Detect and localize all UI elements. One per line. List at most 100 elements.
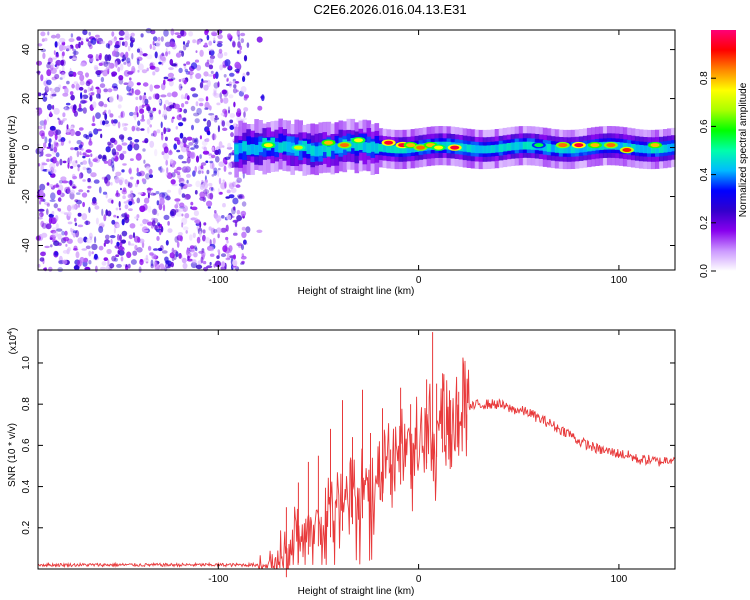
noise-cell (199, 82, 204, 89)
noise-cell (136, 172, 142, 177)
noise-cell (157, 247, 163, 252)
noise-cell (186, 95, 190, 101)
noise-cell (174, 32, 181, 35)
noise-cell (88, 133, 93, 138)
spectrogram-axes: -100 0 100 -40 -20 0 20 40 (21, 30, 675, 286)
snr-multiplier-exp: 4 (7, 331, 14, 335)
noise-cell (123, 201, 129, 204)
noise-cell (165, 240, 169, 246)
hot-spot (606, 143, 616, 148)
noise-cell (157, 222, 161, 227)
noise-cell (109, 235, 116, 239)
noise-cell (184, 68, 188, 73)
noise-cell (209, 246, 215, 252)
noise-cell (115, 207, 119, 211)
noise-cell (107, 159, 113, 167)
band-cell (558, 145, 564, 154)
noise-cell (99, 83, 106, 88)
noise-cell (180, 78, 186, 81)
noise-cell (85, 245, 91, 250)
noise-cell (176, 34, 182, 39)
noise-cell (226, 240, 229, 244)
noise-cell (131, 125, 136, 132)
noise-cell (149, 114, 154, 121)
noise-cell (113, 227, 116, 234)
noise-cell (121, 58, 125, 62)
noise-cell (166, 167, 169, 174)
noise-cell (72, 185, 77, 189)
noise-cell (222, 179, 225, 183)
noise-cell (103, 61, 109, 67)
noise-cell (125, 51, 129, 58)
noise-cell (176, 166, 182, 171)
noise-cell (188, 31, 194, 37)
noise-cell (54, 86, 61, 93)
noise-cell (199, 154, 202, 159)
snr-multiplier: (x104) (7, 328, 19, 355)
noise-cell (228, 65, 232, 70)
noise-cell (103, 88, 108, 93)
noise-cell (199, 221, 202, 228)
noise-cell (195, 155, 200, 163)
spectrogram-y-tick-label: 20 (21, 93, 32, 105)
noise-cell (209, 192, 214, 200)
noise-cell (50, 217, 57, 225)
noise-cell (115, 60, 118, 68)
noise-cell (111, 71, 118, 77)
band-cell (522, 141, 528, 150)
noise-cell (213, 167, 218, 174)
noise-cell (87, 178, 91, 183)
noise-cell (67, 157, 70, 165)
noise-cell (241, 244, 244, 251)
noise-cell (181, 217, 188, 225)
noise-cell (158, 99, 162, 104)
noise-cell (39, 130, 45, 137)
noise-cell (98, 70, 104, 73)
noise-cell (154, 51, 158, 59)
noise-cell (148, 96, 152, 100)
noise-cell (123, 264, 126, 267)
noise-cell (154, 93, 160, 100)
noise-cell (207, 48, 215, 52)
noise-cell (233, 84, 237, 89)
noise-cell (103, 242, 106, 247)
noise-cell (49, 111, 52, 116)
noise-cell (73, 264, 80, 271)
noise-cell (218, 48, 223, 54)
noise-cell (70, 227, 73, 233)
noise-cell (82, 152, 87, 156)
noise-cell (211, 133, 217, 141)
noise-cell (55, 33, 61, 39)
noise-cell (121, 218, 125, 226)
noise-cell (171, 172, 176, 178)
noise-cell (197, 260, 202, 266)
band-cell (542, 143, 548, 152)
noise-cell (57, 197, 62, 202)
noise-cell (65, 102, 71, 106)
noise-cell (117, 234, 120, 241)
noise-cell (123, 82, 129, 85)
band-cell (663, 144, 668, 153)
noise-cell (105, 43, 110, 49)
noise-cell (206, 200, 213, 207)
noise-cell (65, 243, 68, 247)
noise-cell (175, 212, 182, 217)
noise-cell (161, 55, 167, 64)
noise-cell (143, 95, 146, 99)
noise-cell (246, 71, 250, 76)
noise-cell (83, 133, 88, 138)
noise-cell (110, 161, 115, 168)
noise-cell (169, 158, 174, 164)
noise-cell (207, 131, 211, 136)
noise-cell (44, 86, 49, 93)
noise-cell (107, 211, 110, 215)
noise-cell (176, 137, 181, 141)
noise-cell (50, 192, 56, 200)
noise-cell (51, 227, 57, 231)
noise-cell (114, 44, 120, 49)
noise-cell (243, 55, 248, 62)
noise-cell (237, 34, 241, 41)
noise-cell (236, 209, 241, 215)
noise-cell (233, 101, 236, 108)
snr-frame (37, 329, 676, 570)
